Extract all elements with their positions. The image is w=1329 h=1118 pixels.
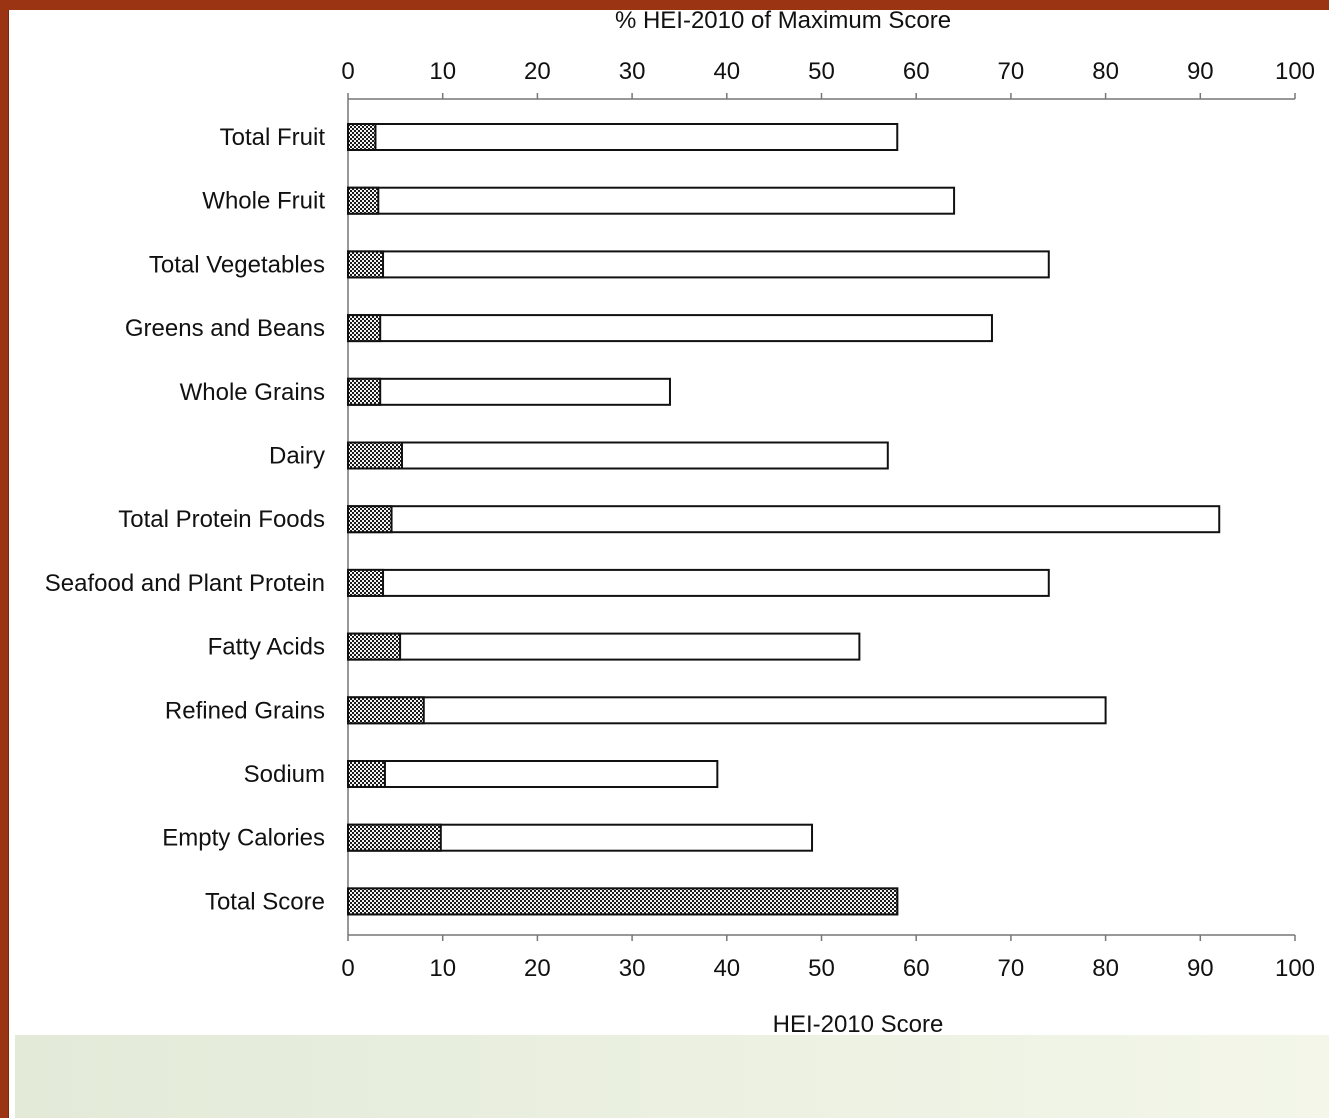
top-border — [0, 0, 1329, 10]
bar-inner — [347, 314, 382, 343]
bar-inner — [347, 823, 442, 852]
bottom-tick-label: 70 — [998, 955, 1025, 982]
bottom-tick-label: 40 — [713, 955, 740, 982]
bottom-tick-label: 80 — [1092, 955, 1119, 982]
bar-inner — [347, 377, 382, 406]
category-label: Whole Fruit — [202, 188, 325, 215]
category-labels: Total Fruit Whole Fruit Total Vegetables Gr… — [45, 124, 326, 915]
bar-inner — [347, 441, 403, 470]
bar-outer — [347, 505, 1221, 534]
top-tick-label: 20 — [524, 58, 551, 85]
category-label: Whole Grains — [180, 379, 325, 406]
bar-outer — [347, 250, 1050, 279]
category-label: Dairy — [269, 443, 325, 470]
bottom-tick-label: 10 — [429, 955, 456, 982]
bottom-tick-label: 30 — [619, 955, 646, 982]
bar-inner — [347, 250, 385, 279]
top-tick-label: 40 — [713, 58, 740, 85]
bar-inner — [347, 186, 380, 215]
bar-inner — [347, 887, 899, 916]
top-tick-label: 50 — [808, 58, 835, 85]
bar-inner — [347, 568, 385, 597]
bar-outer — [347, 760, 719, 788]
category-label: Seafood and Plant Protein — [45, 570, 325, 597]
top-tick-label: 70 — [998, 58, 1025, 85]
category-label: Greens and Beans — [125, 315, 325, 342]
category-label: Refined Grains — [165, 697, 325, 724]
category-label: Fatty Acids — [208, 634, 325, 661]
bar-inner — [347, 505, 393, 534]
left-border-inner — [8, 10, 15, 1118]
top-tick-label: 0 — [341, 58, 354, 85]
bottom-tick-label: 60 — [903, 955, 930, 982]
bar-outer — [347, 123, 899, 151]
top-axis-title: % HEI-2010 of Maximum Score — [615, 7, 951, 34]
bar-outer — [347, 377, 671, 406]
axes: 0 0 10 10 20 20 30 30 40 40 50 50 60 60 70 70 80 80 90 90 10… — [341, 58, 1315, 982]
bar-inner — [347, 760, 386, 788]
category-label: Total Fruit — [220, 124, 326, 151]
bar-outer — [347, 696, 1107, 725]
bottom-tick-label: 0 — [341, 955, 354, 982]
footer-panel — [15, 1035, 1329, 1118]
bar-inner — [347, 123, 377, 151]
top-tick-label: 10 — [429, 58, 456, 85]
category-label: Total Score — [205, 888, 325, 915]
left-border — [0, 0, 8, 1118]
bottom-tick-label: 20 — [524, 955, 551, 982]
bar-outer — [347, 441, 889, 470]
top-tick-label: 90 — [1187, 58, 1214, 85]
category-label: Empty Calories — [162, 825, 325, 852]
bar-outer — [347, 186, 956, 215]
bottom-axis-title: HEI-2010 Score — [773, 1011, 944, 1038]
category-label: Sodium — [244, 761, 325, 788]
category-label: Total Protein Foods — [118, 506, 325, 533]
bottom-tick-label: 90 — [1187, 955, 1214, 982]
bar-outer — [347, 314, 993, 343]
bottom-tick-label: 50 — [808, 955, 835, 982]
bar-outer — [347, 632, 861, 661]
bottom-tick-label: 100 — [1275, 955, 1315, 982]
category-label: Total Vegetables — [149, 251, 325, 278]
top-tick-label: 80 — [1092, 58, 1119, 85]
bars — [347, 123, 1221, 916]
bar-inner — [347, 696, 425, 725]
top-tick-label: 30 — [619, 58, 646, 85]
bar-outer — [347, 568, 1050, 597]
top-tick-label: 100 — [1275, 58, 1315, 85]
bar-inner — [347, 632, 402, 661]
top-tick-label: 60 — [903, 58, 930, 85]
